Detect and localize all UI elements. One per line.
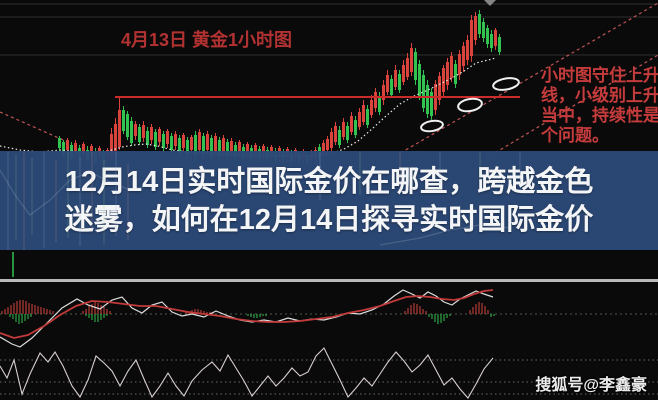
- title-banner: 12月14日实时国际金价在哪查，跨越金色 迷雾，如何在12月14日探寻实时国际金…: [0, 151, 658, 250]
- chart-date-label: 4月13日 黄金1小时图: [121, 30, 293, 50]
- banner-title-line-1: 12月14日实时国际金价在哪查，跨越金色: [64, 165, 594, 198]
- banner-title-line-2: 迷雾，如何在12月14日探寻实时国际金价: [64, 203, 594, 236]
- annotation-line-2: 线，小级别上升: [541, 86, 658, 105]
- annotation-line-1: 小时图守住上升: [541, 66, 658, 85]
- sohu-author-watermark: 搜狐号@李鑫豪: [535, 377, 647, 394]
- annotation-line-3: 当中，持续性是: [541, 106, 658, 125]
- annotation-line-4: 个问题。: [541, 126, 609, 145]
- analyst-annotation: 小时图守住上升 线，小级别上升 当中，持续性是 个问题。: [541, 66, 658, 146]
